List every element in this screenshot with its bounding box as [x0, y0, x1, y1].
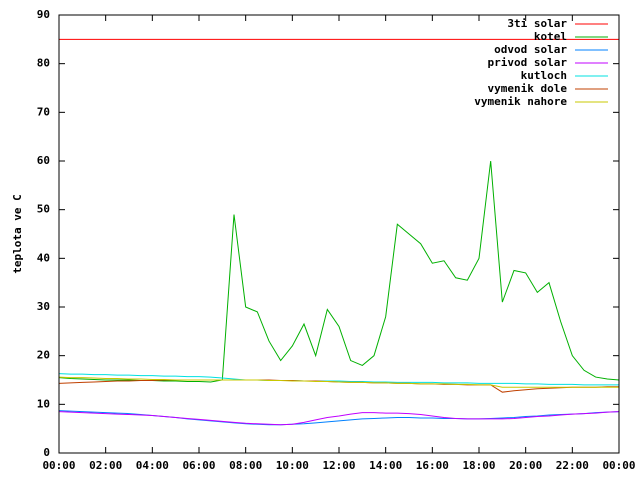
x-tick-label: 16:00 — [416, 459, 449, 472]
legend-label: vymenik dole — [488, 82, 568, 95]
y-tick-label: 40 — [37, 251, 50, 264]
y-axis-label: teplota ve C — [11, 194, 24, 273]
x-tick-label: 00:00 — [602, 459, 635, 472]
series-line — [58, 376, 619, 388]
x-tick-label: 14:00 — [369, 459, 402, 472]
x-tick-label: 22:00 — [556, 459, 589, 472]
series-line — [58, 411, 620, 426]
legend-label: odvod solar — [494, 43, 567, 56]
legend-label: vymenik nahore — [474, 95, 567, 108]
y-tick-label: 70 — [37, 105, 50, 118]
x-tick-label: 06:00 — [182, 459, 215, 472]
y-tick-label: 90 — [37, 8, 50, 21]
legend-label: kotel — [534, 30, 567, 43]
x-tick-label: 18:00 — [462, 459, 495, 472]
y-tick-label: 60 — [37, 154, 50, 167]
legend-label: privod solar — [488, 56, 568, 69]
x-tick-label: 04:00 — [136, 459, 169, 472]
y-tick-label: 0 — [43, 446, 50, 459]
y-tick-label: 20 — [37, 349, 50, 362]
y-tick-label: 30 — [37, 300, 50, 313]
x-tick-label: 10:00 — [276, 459, 309, 472]
x-tick-label: 12:00 — [322, 459, 355, 472]
x-tick-label: 00:00 — [42, 459, 75, 472]
x-tick-label: 08:00 — [229, 459, 262, 472]
plot-border — [58, 14, 620, 454]
y-tick-label: 50 — [37, 203, 50, 216]
legend-label: 3ti solar — [507, 17, 567, 30]
y-tick-label: 80 — [37, 57, 50, 70]
series-line — [58, 373, 619, 386]
legend-label: kutloch — [521, 69, 567, 82]
x-tick-label: 02:00 — [89, 459, 122, 472]
x-tick-label: 20:00 — [509, 459, 542, 472]
y-tick-label: 10 — [37, 397, 50, 410]
